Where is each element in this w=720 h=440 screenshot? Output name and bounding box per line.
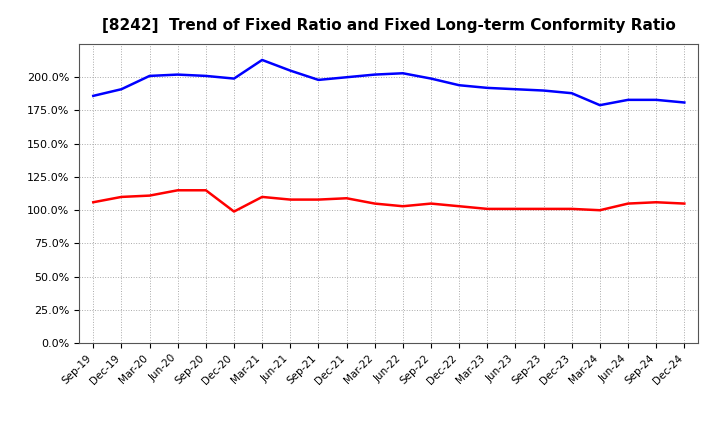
Fixed Ratio	[258, 57, 266, 62]
Line: Fixed Long-term Conformity Ratio: Fixed Long-term Conformity Ratio	[94, 190, 684, 212]
Fixed Ratio	[286, 68, 294, 73]
Fixed Ratio	[399, 70, 408, 76]
Fixed Long-term Conformity Ratio	[567, 206, 576, 212]
Fixed Long-term Conformity Ratio	[624, 201, 632, 206]
Fixed Long-term Conformity Ratio	[230, 209, 238, 214]
Fixed Ratio	[539, 88, 548, 93]
Fixed Ratio	[680, 100, 688, 105]
Fixed Long-term Conformity Ratio	[511, 206, 520, 212]
Fixed Ratio	[89, 93, 98, 99]
Fixed Ratio	[174, 72, 182, 77]
Fixed Long-term Conformity Ratio	[342, 196, 351, 201]
Fixed Long-term Conformity Ratio	[117, 194, 126, 200]
Line: Fixed Ratio: Fixed Ratio	[94, 60, 684, 105]
Fixed Long-term Conformity Ratio	[680, 201, 688, 206]
Fixed Ratio	[595, 103, 604, 108]
Fixed Long-term Conformity Ratio	[483, 206, 492, 212]
Fixed Long-term Conformity Ratio	[652, 200, 660, 205]
Fixed Ratio	[314, 77, 323, 83]
Fixed Long-term Conformity Ratio	[202, 187, 210, 193]
Fixed Ratio	[567, 91, 576, 96]
Fixed Ratio	[483, 85, 492, 91]
Fixed Ratio	[624, 97, 632, 103]
Fixed Long-term Conformity Ratio	[399, 204, 408, 209]
Fixed Long-term Conformity Ratio	[455, 204, 464, 209]
Title: [8242]  Trend of Fixed Ratio and Fixed Long-term Conformity Ratio: [8242] Trend of Fixed Ratio and Fixed Lo…	[102, 18, 675, 33]
Fixed Ratio	[230, 76, 238, 81]
Fixed Long-term Conformity Ratio	[539, 206, 548, 212]
Fixed Long-term Conformity Ratio	[314, 197, 323, 202]
Fixed Long-term Conformity Ratio	[258, 194, 266, 200]
Fixed Ratio	[511, 87, 520, 92]
Fixed Long-term Conformity Ratio	[595, 208, 604, 213]
Fixed Long-term Conformity Ratio	[427, 201, 436, 206]
Fixed Ratio	[342, 75, 351, 80]
Fixed Ratio	[427, 76, 436, 81]
Legend: Fixed Ratio, Fixed Long-term Conformity Ratio: Fixed Ratio, Fixed Long-term Conformity …	[191, 439, 587, 440]
Fixed Ratio	[202, 73, 210, 79]
Fixed Long-term Conformity Ratio	[370, 201, 379, 206]
Fixed Ratio	[652, 97, 660, 103]
Fixed Long-term Conformity Ratio	[89, 200, 98, 205]
Fixed Ratio	[370, 72, 379, 77]
Fixed Ratio	[117, 87, 126, 92]
Fixed Ratio	[455, 83, 464, 88]
Fixed Long-term Conformity Ratio	[286, 197, 294, 202]
Fixed Long-term Conformity Ratio	[145, 193, 154, 198]
Fixed Ratio	[145, 73, 154, 79]
Fixed Long-term Conformity Ratio	[174, 187, 182, 193]
